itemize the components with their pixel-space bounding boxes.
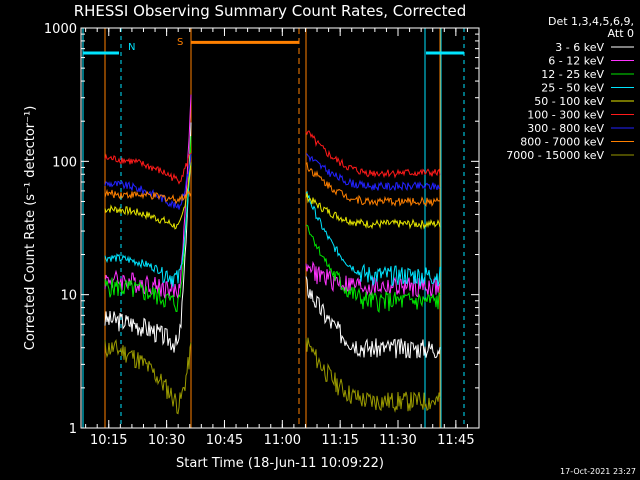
series-line: [305, 161, 441, 208]
axes-frame: [80, 27, 480, 429]
legend-header-line2: Att 0: [608, 27, 634, 40]
series-line: [104, 136, 192, 313]
series-line: [104, 152, 192, 185]
legend-label: 800 - 7000 keV: [520, 136, 604, 149]
series-line: [305, 224, 441, 313]
legend-header-line1: Det 1,3,4,5,6,9,: [548, 15, 634, 28]
series-line: [305, 190, 441, 287]
x-tick-label: 11:15: [321, 433, 358, 448]
y-axis-label: Corrected Count Rate (s⁻¹ detector⁻¹): [23, 106, 38, 351]
y-tick-label: 10: [60, 289, 77, 304]
plot-area: N S 1 10 100 1000 10:15 10:30 10:45 11:00 11:15 11:…: [44, 22, 480, 448]
series-line: [104, 188, 192, 205]
chart-title: RHESSI Observing Summary Count Rates, Co…: [74, 2, 467, 20]
legend-label: 100 - 300 keV: [527, 109, 604, 122]
series-line: [104, 163, 192, 287]
legend-label: 12 - 25 keV: [541, 68, 604, 81]
legend-label: 300 - 800 keV: [527, 122, 604, 135]
series-line: [104, 122, 192, 353]
series-line: [104, 338, 192, 415]
y-tick-label: 1000: [44, 22, 77, 37]
flag-label-n: N: [128, 42, 135, 53]
x-tick-label: 11:45: [437, 433, 474, 448]
y-tick-label: 1: [69, 422, 77, 437]
series-line: [305, 130, 441, 179]
series-line: [305, 276, 441, 359]
series-line: [305, 193, 441, 230]
legend-label: 7000 - 15000 keV: [506, 149, 604, 162]
legend-label: 25 - 50 keV: [541, 82, 604, 95]
x-tick-label: 11:30: [379, 433, 416, 448]
legend-label: 3 - 6 keV: [555, 41, 604, 54]
x-tick-label: 11:00: [264, 433, 301, 448]
x-axis-label: Start Time (18-Jun-11 10:09:22): [176, 456, 384, 471]
flag-label-s: S: [177, 37, 183, 48]
x-tick-label: 10:15: [90, 433, 127, 448]
x-tick-label: 10:45: [206, 433, 243, 448]
series-line: [305, 153, 441, 192]
series-line: [305, 337, 441, 413]
timestamp: 17-Oct-2021 23:27: [560, 467, 636, 476]
y-tick-label: 100: [52, 155, 77, 170]
series-line: [305, 260, 441, 298]
series-line: [104, 162, 192, 230]
legend-label: 6 - 12 keV: [548, 55, 604, 68]
legend-label: 50 - 100 keV: [534, 95, 604, 108]
x-tick-label: 10:30: [148, 433, 185, 448]
